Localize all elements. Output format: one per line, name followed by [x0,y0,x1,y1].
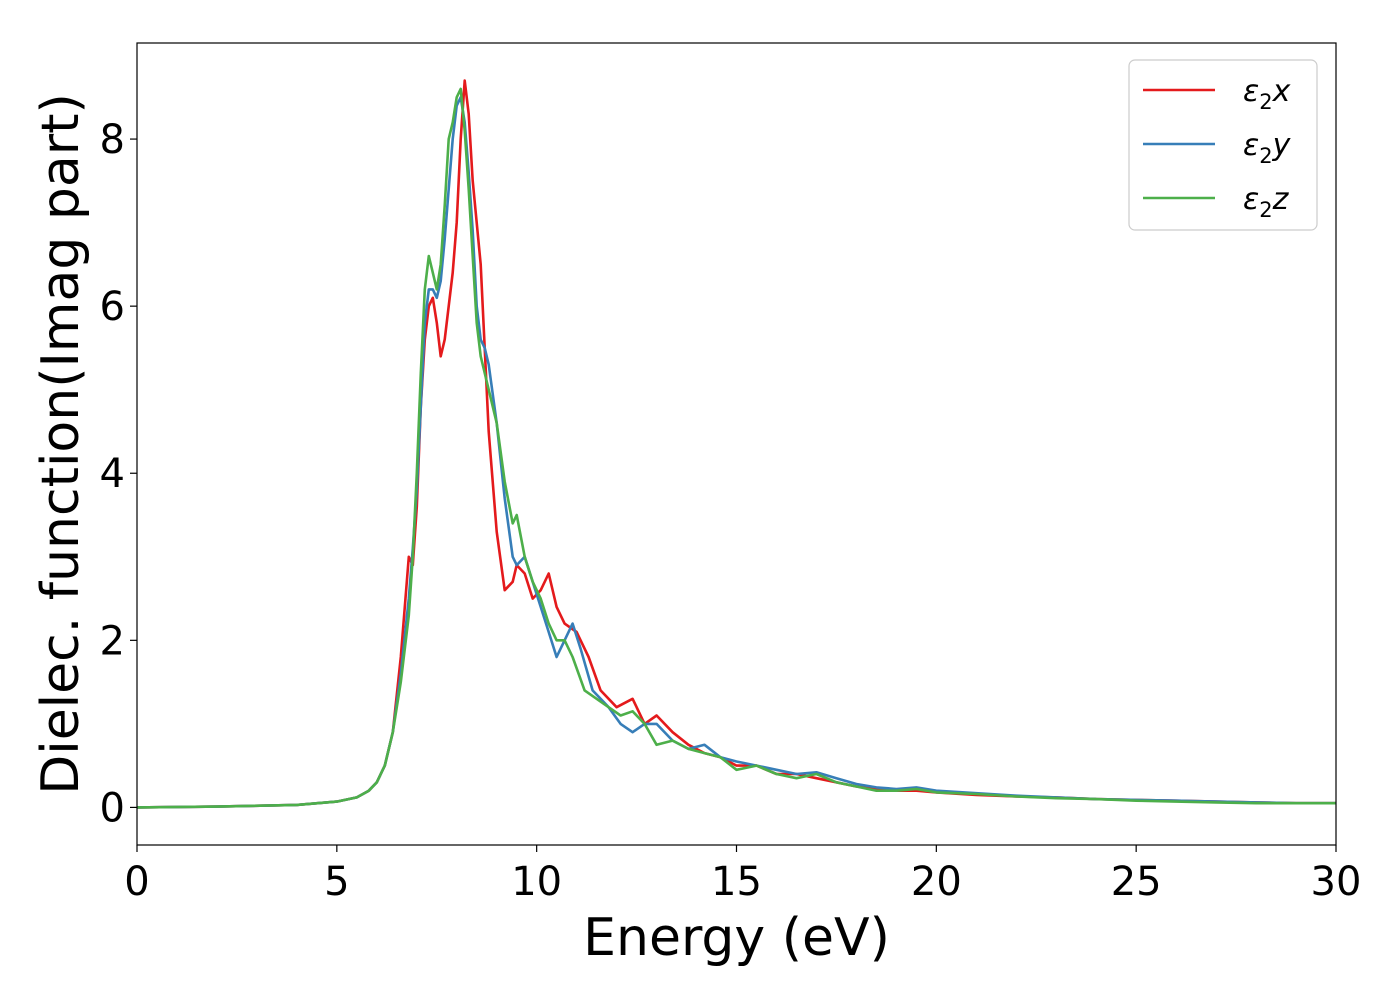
plot-area [137,79,1336,809]
series-line-z [137,87,1336,809]
y-axis-ticks: 0 2 4 6 8 [100,117,137,831]
axes-frame [136,42,1337,846]
legend-label-x: ε2x [1243,74,1291,114]
legend-label-z: ε2z [1243,182,1290,222]
y-tick-label: 0 [100,785,125,831]
legend-box [1128,59,1318,231]
y-axis-title: Dielec. function(Imag part) [31,93,91,795]
legend-label-y: ε2y [1243,128,1292,168]
y-tick-label: 4 [100,451,125,497]
x-tick-label: 10 [511,859,562,905]
y-tick-label: 6 [100,284,125,330]
x-tick-label: 5 [324,859,349,905]
x-tick-label: 25 [1111,859,1162,905]
y-tick-label: 8 [100,117,125,163]
x-tick-label: 20 [911,859,962,905]
x-axis-ticks: 0 5 10 15 20 25 30 [124,845,1361,905]
y-tick-label: 2 [100,618,125,664]
legend: ε2x ε2y ε2z [1128,59,1318,231]
x-axis-title: Energy (eV) [583,908,890,968]
x-tick-label: 0 [124,859,149,905]
x-tick-label: 15 [711,859,762,905]
x-tick-label: 30 [1311,859,1362,905]
